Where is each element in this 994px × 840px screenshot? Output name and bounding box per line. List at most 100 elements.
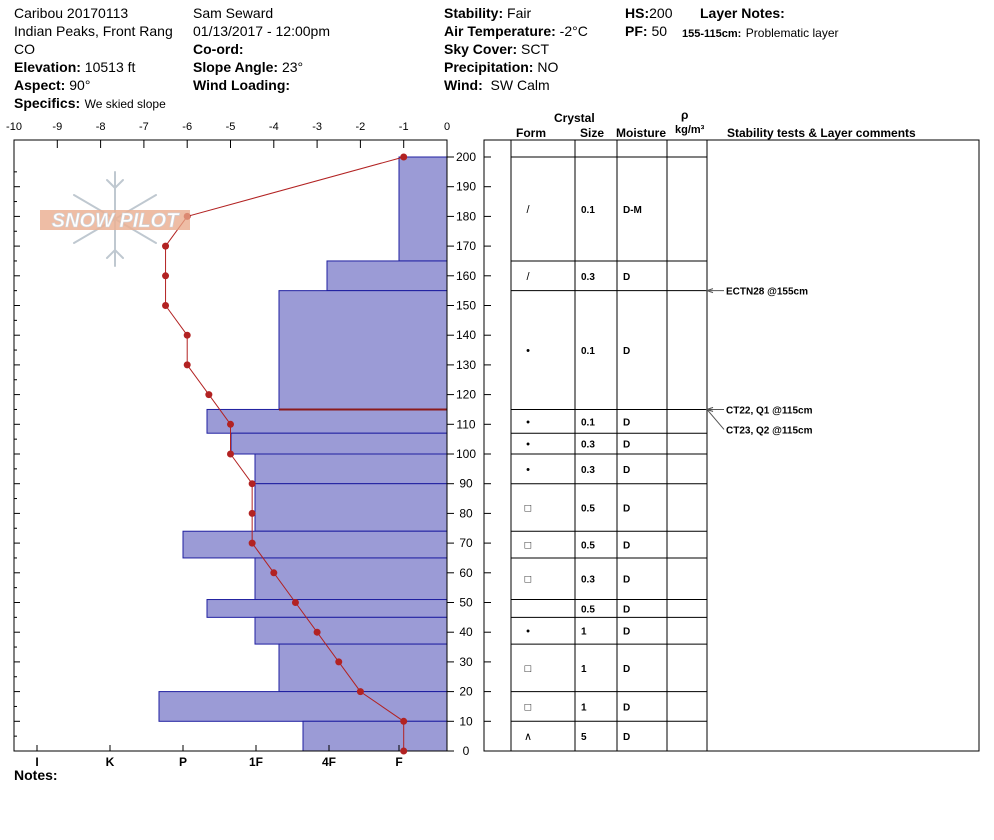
temperature-point: [400, 747, 408, 755]
temperature-point: [205, 391, 213, 399]
temperature-point: [400, 153, 408, 161]
stability-test-arrow: [705, 406, 714, 412]
moisture-value: D: [623, 732, 630, 743]
crystal-size: 1: [581, 627, 587, 638]
height-tick-label: 180: [456, 209, 476, 223]
hardness-tick-label: F: [395, 755, 402, 769]
crystal-form-symbol: /: [526, 271, 530, 283]
pf-row: PF: 50: [625, 24, 667, 38]
aspect-label: Aspect:: [14, 77, 66, 93]
stability-test-label: CT23, Q2 @115cm: [726, 425, 813, 436]
air-temp-label: Air Temperature:: [444, 23, 556, 39]
crystal-size: 0.1: [581, 417, 595, 428]
temp-tick-label: -9: [52, 121, 62, 133]
moisture-value: D: [623, 664, 630, 675]
temperature-point: [356, 688, 364, 696]
elevation-row: Elevation: 10513 ft: [14, 60, 135, 74]
temperature-point: [162, 242, 170, 250]
table-frame: [483, 139, 980, 752]
temperature-point: [162, 272, 170, 280]
moisture-value: D: [623, 417, 630, 428]
stability-test-leader: [706, 409, 725, 430]
height-tick-label: 10: [459, 714, 473, 728]
layer-note-depth: 155-115cm:: [682, 28, 742, 40]
moisture-value: D: [623, 272, 630, 283]
wind-loading-label: Wind Loading:: [193, 77, 291, 93]
hardness-tick-label: 4F: [322, 755, 336, 769]
observer-name: Sam Seward: [193, 5, 274, 21]
height-tick-label: 170: [456, 239, 476, 253]
crystal-size: 0.3: [581, 440, 595, 451]
observation-datetime: 01/13/2017 - 12:00pm: [193, 23, 330, 39]
hardness-layer-bar: [254, 557, 448, 601]
hardness-tick-label: I: [35, 755, 38, 769]
crystal-form-symbol: □: [525, 701, 532, 713]
specifics-row: Specifics: We skied slope: [14, 96, 166, 112]
crystal-form-symbol: •: [526, 464, 530, 476]
temperature-point: [227, 450, 234, 458]
temperature-point: [248, 480, 256, 488]
layer-note-text: Problematic layer: [745, 26, 839, 40]
slope-value: 23°: [281, 59, 304, 75]
crystal-form-symbol: •: [526, 439, 530, 451]
temp-tick-label: -8: [96, 121, 106, 133]
hardness-layer-bar: [158, 691, 448, 722]
specifics-label: Specifics:: [14, 95, 81, 111]
crystal-form-symbol: □: [525, 502, 532, 514]
height-tick-label: 120: [456, 388, 476, 402]
crystal-size: 1: [581, 664, 587, 675]
hardness-layer-bar: [230, 432, 448, 455]
density-unit-header: kg/m³: [675, 124, 705, 136]
height-tick-label: 60: [459, 566, 473, 580]
temp-tick-label: -6: [182, 121, 192, 133]
temperature-point: [291, 599, 299, 606]
hardness-layer-bar: [206, 599, 448, 618]
sky-label: Sky Cover:: [444, 41, 518, 57]
temperature-point: [400, 717, 408, 725]
slope-row: Slope Angle: 23°: [193, 60, 303, 74]
wind-label: Wind:: [444, 77, 483, 93]
crystal-size: 0.5: [581, 503, 595, 514]
temp-tick-label: -3: [312, 121, 322, 133]
crystal-size: 0.5: [581, 604, 595, 615]
height-tick-label: 200: [456, 150, 476, 164]
temperature-point: [183, 361, 191, 369]
temp-tick-label: -5: [226, 121, 236, 133]
header-location-3: CO: [14, 41, 35, 57]
height-tick-label: 150: [456, 299, 476, 313]
height-tick-label: 110: [456, 417, 475, 431]
aspect-value: 90°: [69, 77, 91, 93]
crystal-form-symbol: □: [525, 663, 532, 675]
crystal-form-symbol: □: [525, 540, 532, 552]
slope-label: Slope Angle:: [193, 59, 279, 75]
hardness-layer-bar: [182, 530, 448, 559]
hardness-layer-bar: [278, 643, 448, 693]
height-tick-label: 140: [456, 328, 476, 342]
header-location-1: Caribou 20170113: [14, 5, 129, 21]
snowpilot-logo: SNOW PILOT: [40, 171, 190, 267]
air-temp-row: Air Temperature: -2°C: [444, 24, 588, 38]
notes-label: Notes:: [14, 767, 58, 783]
elevation-value: 10513 ft: [84, 59, 136, 75]
rho-header: ρ: [681, 108, 689, 122]
layer-note-row: 155-115cm: Problematic layer: [682, 25, 838, 41]
hardness-layer-bar: [254, 483, 448, 532]
moisture-value: D: [623, 604, 630, 615]
elevation-label: Elevation:: [14, 59, 81, 75]
moisture-header: Moisture: [616, 126, 667, 140]
height-tick-label: 100: [456, 447, 476, 461]
crystal-form-symbol: •: [526, 416, 530, 428]
crystal-size: 5: [581, 732, 587, 743]
wind-row: Wind: SW Calm: [444, 78, 550, 92]
height-tick-label: 160: [456, 269, 476, 283]
aspect-row: Aspect: 90°: [14, 78, 90, 92]
logo-text: SNOW PILOT: [52, 210, 180, 232]
precip-value: NO: [537, 59, 559, 75]
sky-value: SCT: [521, 41, 550, 57]
height-tick-label: 80: [459, 506, 473, 520]
moisture-value: D: [623, 541, 630, 552]
hardness-tick-label: P: [179, 755, 187, 769]
height-tick-label: 40: [459, 625, 473, 639]
temperature-point: [227, 420, 234, 428]
